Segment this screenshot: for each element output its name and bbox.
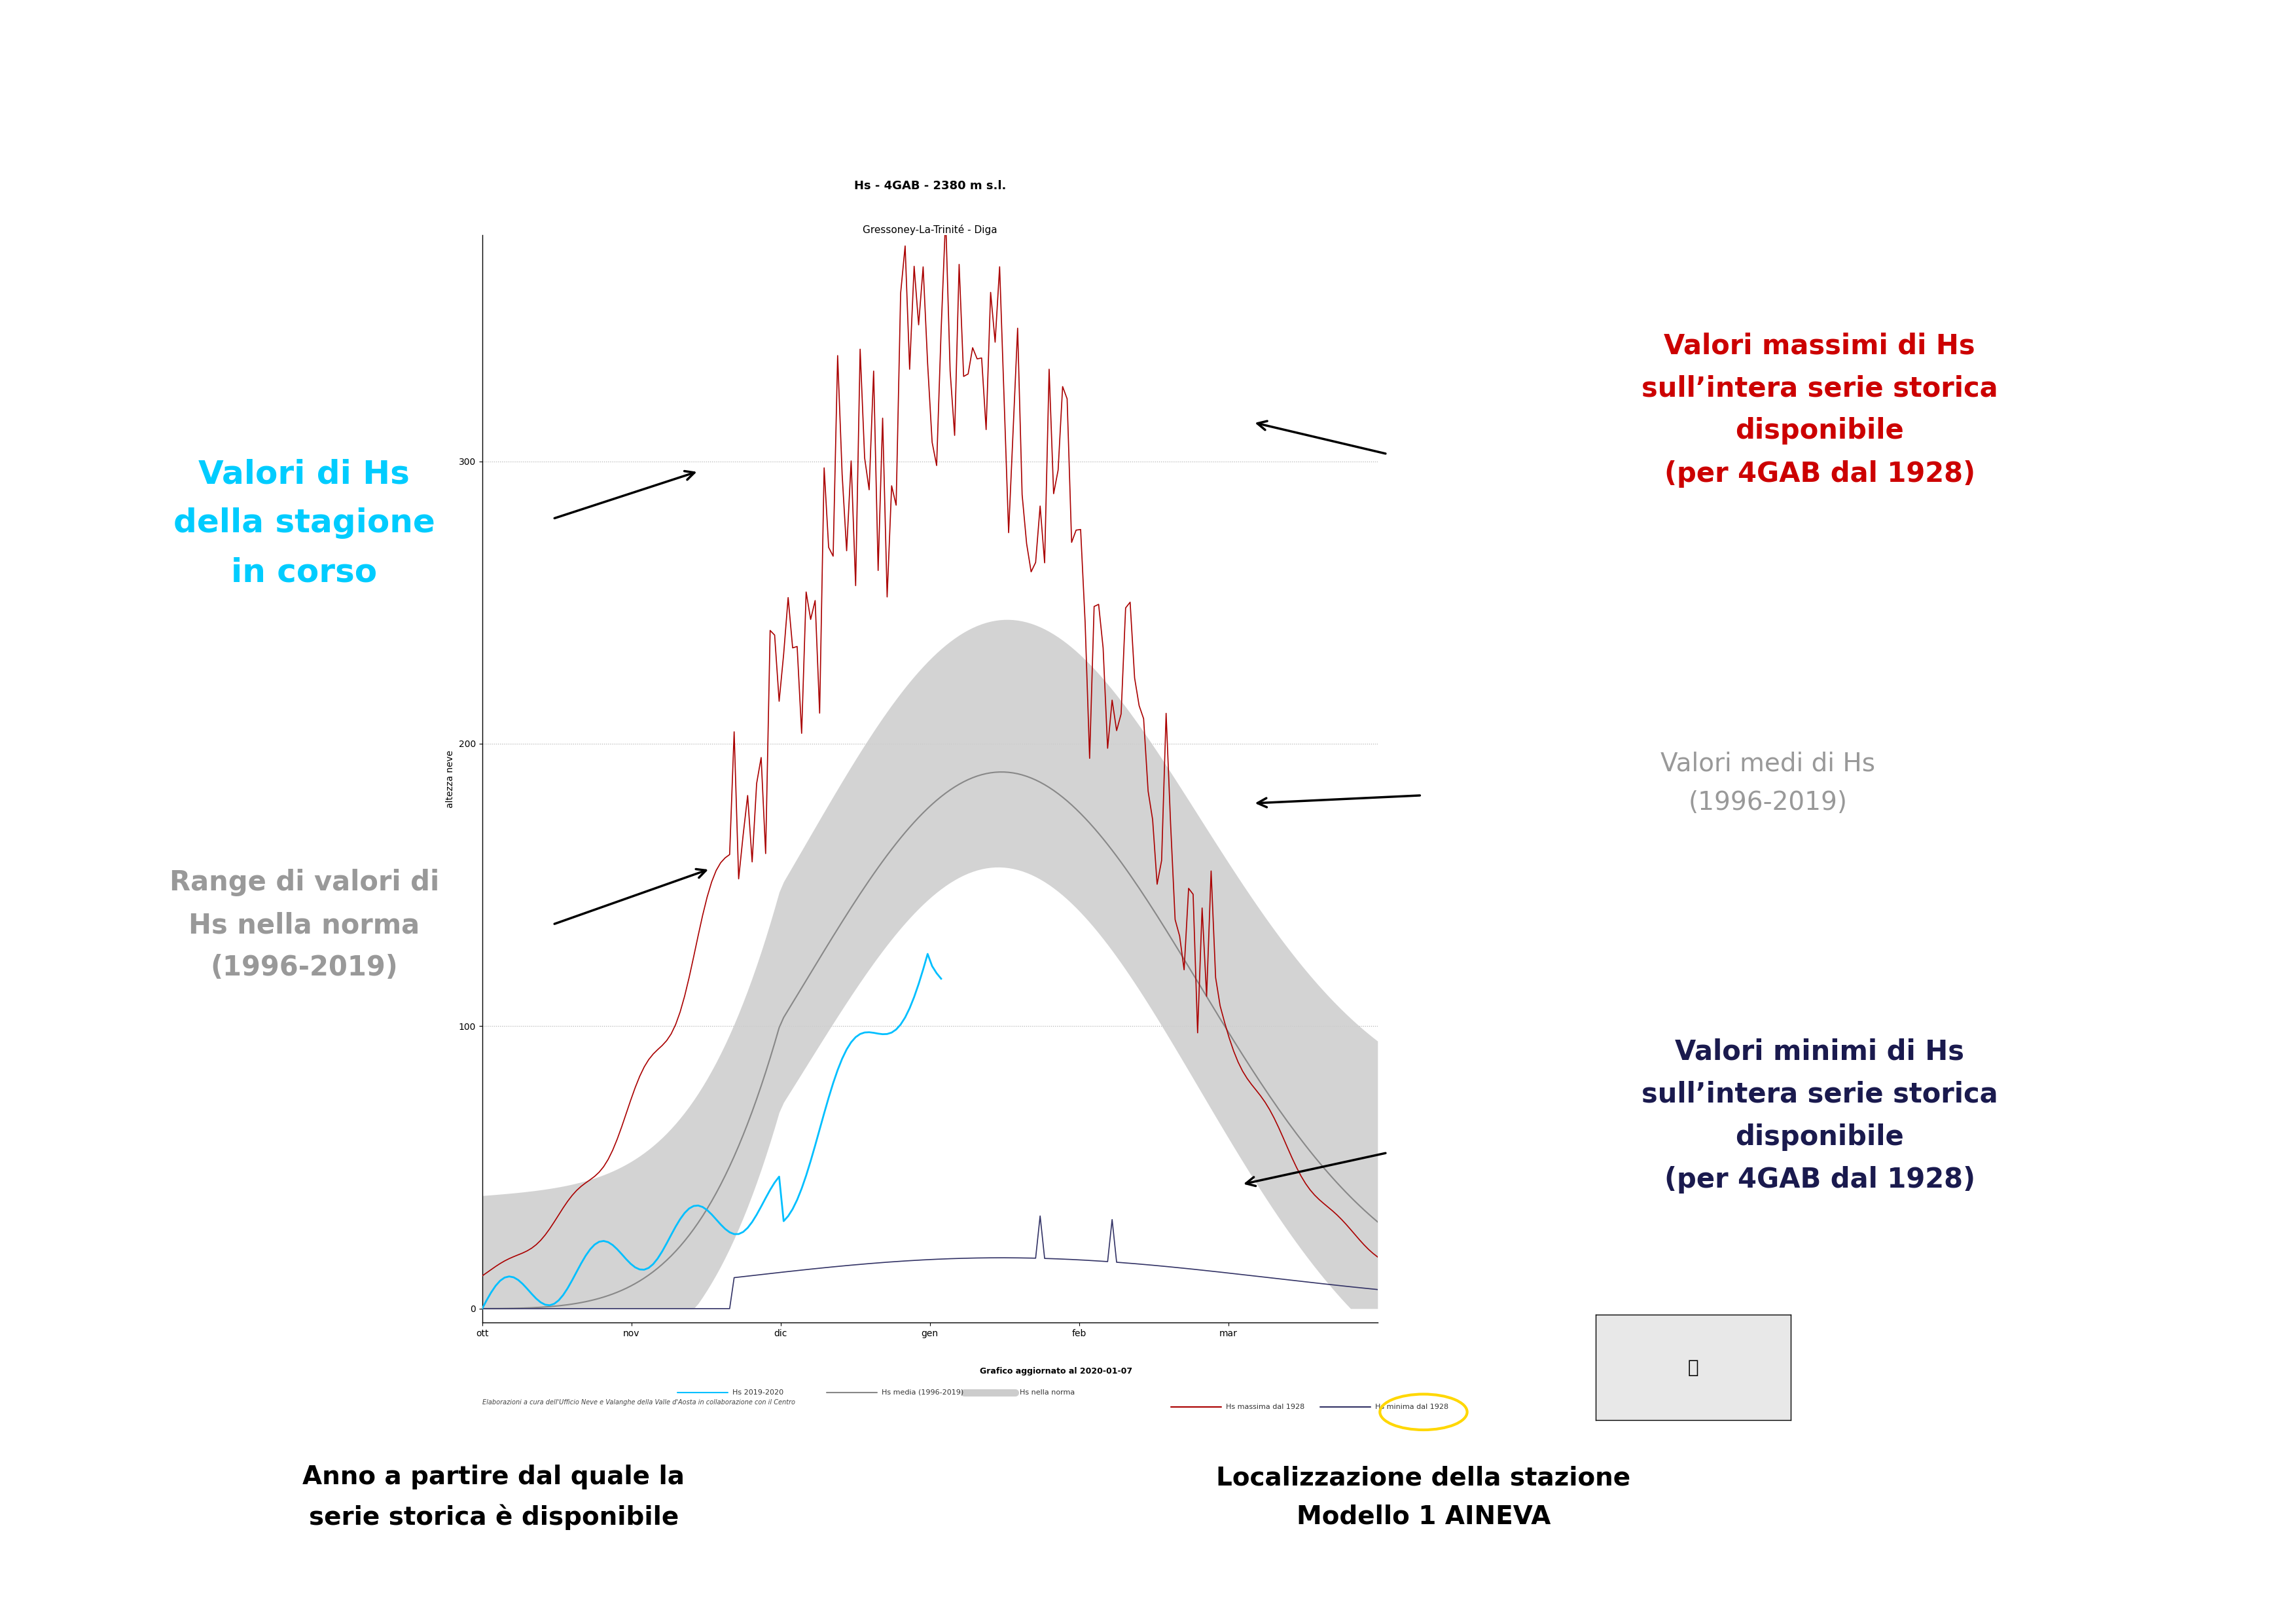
Y-axis label: altezza neve: altezza neve	[445, 750, 455, 808]
Text: Localizzazione della stazione
Modello 1 AINEVA: Localizzazione della stazione Modello 1 …	[1217, 1466, 1630, 1529]
Text: Valori massimi di Hs
sull’intera serie storica
disponibile
(per 4GAB dal 1928): Valori massimi di Hs sull’intera serie s…	[1642, 333, 1998, 487]
Text: Hs minima dal 1928: Hs minima dal 1928	[1375, 1404, 1449, 1410]
Text: Valori minimi di Hs
sull’intera serie storica
disponibile
(per 4GAB dal 1928): Valori minimi di Hs sull’intera serie st…	[1642, 1039, 1998, 1193]
Text: Grafico aggiornato al 2020-01-07: Grafico aggiornato al 2020-01-07	[980, 1367, 1132, 1376]
Text: Valori medi di Hs
(1996-2019): Valori medi di Hs (1996-2019)	[1660, 751, 1876, 815]
Text: 🗺: 🗺	[1688, 1358, 1699, 1376]
Text: Hs nella norma: Hs nella norma	[1019, 1389, 1075, 1396]
Text: Hs 2019-2020: Hs 2019-2020	[732, 1389, 783, 1396]
Text: Gressoney-La-Trinité - Diga: Gressoney-La-Trinité - Diga	[863, 226, 996, 235]
Text: Hs - 4GAB - 2380 m s.l.: Hs - 4GAB - 2380 m s.l.	[854, 180, 1006, 192]
Text: Valori di Hs
della stagione
in corso: Valori di Hs della stagione in corso	[174, 459, 434, 588]
Text: Elaborazioni a cura dell'Ufficio Neve e Valanghe della Valle d'Aosta in collabor: Elaborazioni a cura dell'Ufficio Neve e …	[482, 1399, 794, 1406]
Text: Range di valori di
Hs nella norma
(1996-2019): Range di valori di Hs nella norma (1996-…	[170, 868, 439, 982]
Text: Anno a partire dal quale la
serie storica è disponibile: Anno a partire dal quale la serie storic…	[303, 1464, 684, 1530]
Text: Hs massima dal 1928: Hs massima dal 1928	[1226, 1404, 1304, 1410]
Text: Hs media (1996-2019): Hs media (1996-2019)	[882, 1389, 964, 1396]
